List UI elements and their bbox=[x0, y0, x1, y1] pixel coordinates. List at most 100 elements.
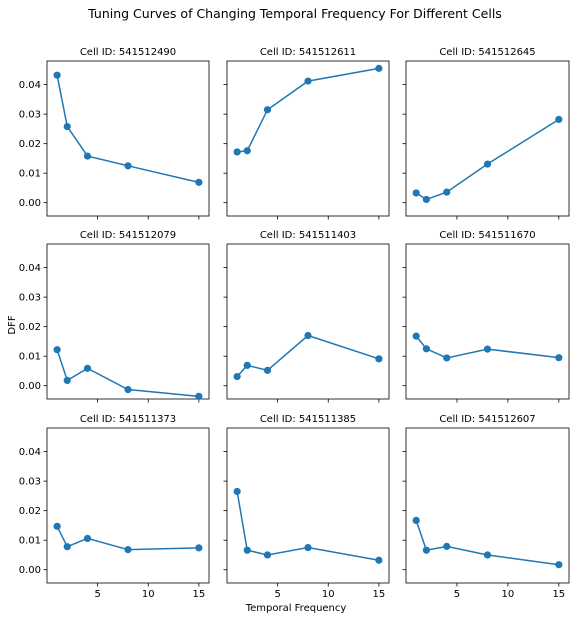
data-point bbox=[234, 488, 241, 495]
data-point bbox=[64, 543, 71, 550]
data-point bbox=[195, 544, 202, 551]
data-point bbox=[484, 160, 491, 167]
subplot: Cell ID: 541512490 0.00 0.01 0.02 0.03 0.04 bbox=[19, 47, 209, 220]
x-tick-label: 10 bbox=[322, 589, 335, 600]
data-point bbox=[234, 373, 241, 380]
axes-frame bbox=[227, 244, 389, 399]
y-axis-label: DFF bbox=[7, 315, 18, 334]
series-line bbox=[416, 119, 559, 199]
data-point bbox=[413, 333, 420, 340]
subplot: Cell ID: 541512079 0.00 0.01 0.02 0.03 0.04 bbox=[19, 230, 209, 403]
data-point bbox=[304, 77, 311, 84]
y-tick-label: 0.04 bbox=[19, 263, 41, 274]
data-point bbox=[234, 148, 241, 155]
data-point bbox=[555, 116, 562, 123]
y-tick-label: 0.02 bbox=[19, 139, 41, 150]
data-point bbox=[413, 189, 420, 196]
data-point bbox=[54, 523, 61, 530]
subplot-title: Cell ID: 541511403 bbox=[260, 230, 356, 241]
y-tick-label: 0.03 bbox=[19, 293, 41, 304]
data-point bbox=[443, 354, 450, 361]
subplot-title: Cell ID: 541511373 bbox=[80, 414, 176, 425]
data-point bbox=[555, 561, 562, 568]
data-point bbox=[304, 544, 311, 551]
data-point bbox=[124, 546, 131, 553]
subplot: Cell ID: 541512611 bbox=[224, 47, 390, 220]
data-point bbox=[555, 354, 562, 361]
subplot-title: Cell ID: 541511670 bbox=[439, 230, 535, 241]
figure-suptitle: Tuning Curves of Changing Temporal Frequ… bbox=[87, 6, 502, 21]
data-point bbox=[64, 123, 71, 130]
data-point bbox=[484, 346, 491, 353]
x-tick-label: 10 bbox=[502, 589, 515, 600]
data-point bbox=[375, 355, 382, 362]
y-tick-label: 0.01 bbox=[19, 169, 41, 180]
data-point bbox=[443, 543, 450, 550]
data-point bbox=[423, 196, 430, 203]
data-point bbox=[54, 346, 61, 353]
x-tick-label: 5 bbox=[274, 589, 280, 600]
subplot-title: Cell ID: 541512611 bbox=[260, 47, 356, 58]
y-tick-label: 0.02 bbox=[19, 322, 41, 333]
subplot-grid: Cell ID: 5415124900.000.010.020.030.04Ce… bbox=[19, 47, 569, 600]
subplot: Cell ID: 541511385 5 10 15 bbox=[224, 414, 390, 600]
y-tick-label: 0.00 bbox=[19, 198, 41, 209]
data-point bbox=[244, 362, 251, 369]
axes-frame bbox=[406, 428, 569, 583]
subplot-title: Cell ID: 541512079 bbox=[80, 230, 176, 241]
data-point bbox=[423, 345, 430, 352]
data-point bbox=[264, 367, 271, 374]
y-tick-label: 0.03 bbox=[19, 477, 41, 488]
data-point bbox=[54, 72, 61, 79]
subplot-title: Cell ID: 541512645 bbox=[439, 47, 535, 58]
data-point bbox=[195, 179, 202, 186]
y-tick-label: 0.03 bbox=[19, 110, 41, 121]
subplot: Cell ID: 541511373 0.00 0.01 0.02 0.03 0.04 5 1… bbox=[19, 414, 209, 600]
subplot: Cell ID: 541511670 bbox=[403, 230, 570, 403]
y-tick-label: 0.04 bbox=[19, 80, 41, 91]
y-tick-label: 0.02 bbox=[19, 506, 41, 517]
subplot-title: Cell ID: 541512490 bbox=[80, 47, 176, 58]
y-tick-label: 0.01 bbox=[19, 536, 41, 547]
y-tick-label: 0.01 bbox=[19, 352, 41, 363]
data-point bbox=[423, 547, 430, 554]
x-tick-label: 15 bbox=[373, 589, 386, 600]
data-point bbox=[64, 377, 71, 384]
subplot: Cell ID: 541511403 bbox=[224, 230, 390, 403]
data-point bbox=[84, 365, 91, 372]
x-tick-label: 5 bbox=[454, 589, 460, 600]
axes-frame bbox=[47, 61, 209, 216]
subplot: Cell ID: 541512607 5 10 15 bbox=[403, 414, 570, 600]
y-tick-label: 0.04 bbox=[19, 447, 41, 458]
data-point bbox=[195, 393, 202, 400]
series-line bbox=[237, 336, 379, 377]
data-point bbox=[413, 517, 420, 524]
x-axis-label: Temporal Frequency bbox=[245, 603, 347, 614]
data-point bbox=[124, 386, 131, 393]
data-point bbox=[124, 162, 131, 169]
x-tick-label: 15 bbox=[552, 589, 565, 600]
axes-frame bbox=[227, 428, 389, 583]
data-point bbox=[484, 551, 491, 558]
x-tick-label: 5 bbox=[94, 589, 100, 600]
y-tick-label: 0.00 bbox=[19, 381, 41, 392]
y-tick-label: 0.00 bbox=[19, 565, 41, 576]
axes-frame bbox=[406, 244, 569, 399]
data-point bbox=[84, 152, 91, 159]
x-tick-label: 15 bbox=[193, 589, 206, 600]
data-point bbox=[244, 547, 251, 554]
data-point bbox=[375, 557, 382, 564]
subplot-title: Cell ID: 541512607 bbox=[439, 414, 535, 425]
axes-frame bbox=[406, 61, 569, 216]
data-point bbox=[304, 332, 311, 339]
data-point bbox=[375, 65, 382, 72]
axes-frame bbox=[47, 244, 209, 399]
data-point bbox=[264, 551, 271, 558]
axes-frame bbox=[47, 428, 209, 583]
data-point bbox=[244, 147, 251, 154]
subplot-title: Cell ID: 541511385 bbox=[260, 414, 356, 425]
data-point bbox=[443, 188, 450, 195]
data-point bbox=[84, 535, 91, 542]
